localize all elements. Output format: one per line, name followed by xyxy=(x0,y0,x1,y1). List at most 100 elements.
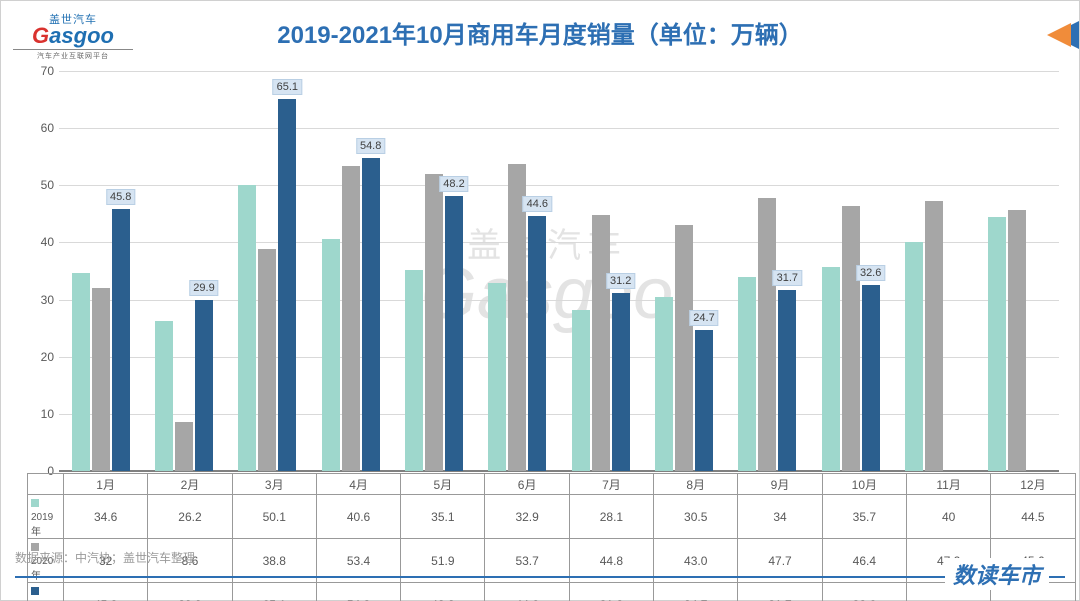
y-tick-label: 20 xyxy=(29,350,54,364)
bar xyxy=(572,310,590,471)
y-tick-label: 70 xyxy=(29,64,54,78)
month-header: 7月 xyxy=(569,474,653,495)
bar xyxy=(822,267,840,471)
month-header: 11月 xyxy=(906,474,990,495)
y-tick-label: 10 xyxy=(29,407,54,421)
bar xyxy=(592,215,610,471)
legend-swatch-icon xyxy=(31,499,39,507)
data-cell: 31.2 xyxy=(569,583,653,601)
series-header: 2019年 xyxy=(28,495,64,539)
bar xyxy=(322,239,340,471)
bar xyxy=(758,198,776,471)
data-label: 24.7 xyxy=(689,310,718,326)
footer-line xyxy=(15,576,1065,578)
month-header: 5月 xyxy=(401,474,485,495)
data-cell: 35.7 xyxy=(822,495,906,539)
grid-line xyxy=(59,71,1059,72)
data-cell: 28.1 xyxy=(569,495,653,539)
bar xyxy=(405,270,423,471)
logo-sub: 汽车产业互联网平台 xyxy=(13,49,133,61)
bar xyxy=(258,249,276,471)
month-header: 2月 xyxy=(148,474,232,495)
bar xyxy=(612,293,630,471)
data-cell: 50.1 xyxy=(232,495,316,539)
y-tick-label: 40 xyxy=(29,235,54,249)
data-label: 32.6 xyxy=(856,265,885,281)
series-header: 2021年 xyxy=(28,583,64,601)
data-cell: 29.9 xyxy=(148,583,232,601)
data-label: 31.7 xyxy=(773,270,802,286)
month-header: 10月 xyxy=(822,474,906,495)
footer-brand: 数读车市 xyxy=(945,558,1049,590)
data-label: 31.2 xyxy=(606,273,635,289)
bar xyxy=(175,422,193,471)
data-cell: 54.8 xyxy=(316,583,400,601)
y-tick-label: 50 xyxy=(29,178,54,192)
bar xyxy=(342,166,360,471)
data-label: 45.8 xyxy=(106,189,135,205)
bar xyxy=(655,297,673,471)
bar xyxy=(238,185,256,471)
grid-line xyxy=(59,185,1059,186)
bar xyxy=(695,330,713,471)
data-cell: 44.6 xyxy=(485,583,569,601)
bar xyxy=(778,290,796,471)
month-header: 6月 xyxy=(485,474,569,495)
data-cell: 65.1 xyxy=(232,583,316,601)
legend-swatch-icon xyxy=(31,587,39,595)
month-header: 1月 xyxy=(64,474,148,495)
bar xyxy=(195,300,213,471)
data-cell: 32.9 xyxy=(485,495,569,539)
data-cell: 34.6 xyxy=(64,495,148,539)
bar xyxy=(862,285,880,471)
month-header: 12月 xyxy=(991,474,1075,495)
month-header: 3月 xyxy=(232,474,316,495)
bar xyxy=(528,216,546,471)
bar-chart: 01020304050607045.829.965.154.848.244.63… xyxy=(59,71,1059,471)
data-table: 1月2月3月4月5月6月7月8月9月10月11月12月 2019年 34.626.2… xyxy=(27,473,1076,601)
data-cell: 40.6 xyxy=(316,495,400,539)
bar xyxy=(905,242,923,471)
data-cell: 48.2 xyxy=(401,583,485,601)
data-cell: 34 xyxy=(738,495,822,539)
bar xyxy=(925,201,943,471)
month-header: 4月 xyxy=(316,474,400,495)
bar xyxy=(92,288,110,471)
data-cell: 40 xyxy=(906,495,990,539)
bar xyxy=(155,321,173,471)
bar xyxy=(425,174,443,471)
month-header: 8月 xyxy=(654,474,738,495)
data-cell: 44.5 xyxy=(991,495,1075,539)
month-header: 9月 xyxy=(738,474,822,495)
bar xyxy=(842,206,860,471)
data-cell: 32.6 xyxy=(822,583,906,601)
grid-line xyxy=(59,128,1059,129)
y-tick-label: 60 xyxy=(29,121,54,135)
data-cell: 35.1 xyxy=(401,495,485,539)
source-text: 数据来源：中汽协；盖世汽车整理 xyxy=(15,549,195,566)
chart-title: 2019-2021年10月商用车月度销量（单位：万辆） xyxy=(1,15,1079,50)
bar xyxy=(72,273,90,471)
series-label: 2019年 xyxy=(31,512,53,538)
data-cell: 31.7 xyxy=(738,583,822,601)
data-label: 29.9 xyxy=(189,280,218,296)
bar xyxy=(738,277,756,471)
data-label: 48.2 xyxy=(439,176,468,192)
data-cell: 30.5 xyxy=(654,495,738,539)
data-cell: 24.7 xyxy=(654,583,738,601)
corner-decoration-icon xyxy=(1043,21,1079,49)
y-tick-label: 30 xyxy=(29,293,54,307)
data-cell: 26.2 xyxy=(148,495,232,539)
grid-line xyxy=(59,471,1059,472)
data-cell: 45.8 xyxy=(64,583,148,601)
data-label: 65.1 xyxy=(273,79,302,95)
bar xyxy=(675,225,693,471)
page: 盖世汽车 Gasgoo 汽车产业互联网平台 2019-2021年10月商用车月度… xyxy=(0,0,1080,601)
bar xyxy=(445,196,463,471)
bar xyxy=(362,158,380,471)
table-corner-cell xyxy=(28,474,64,495)
bar xyxy=(988,217,1006,471)
data-label: 44.6 xyxy=(523,196,552,212)
data-label: 54.8 xyxy=(356,138,385,154)
bar xyxy=(488,283,506,471)
